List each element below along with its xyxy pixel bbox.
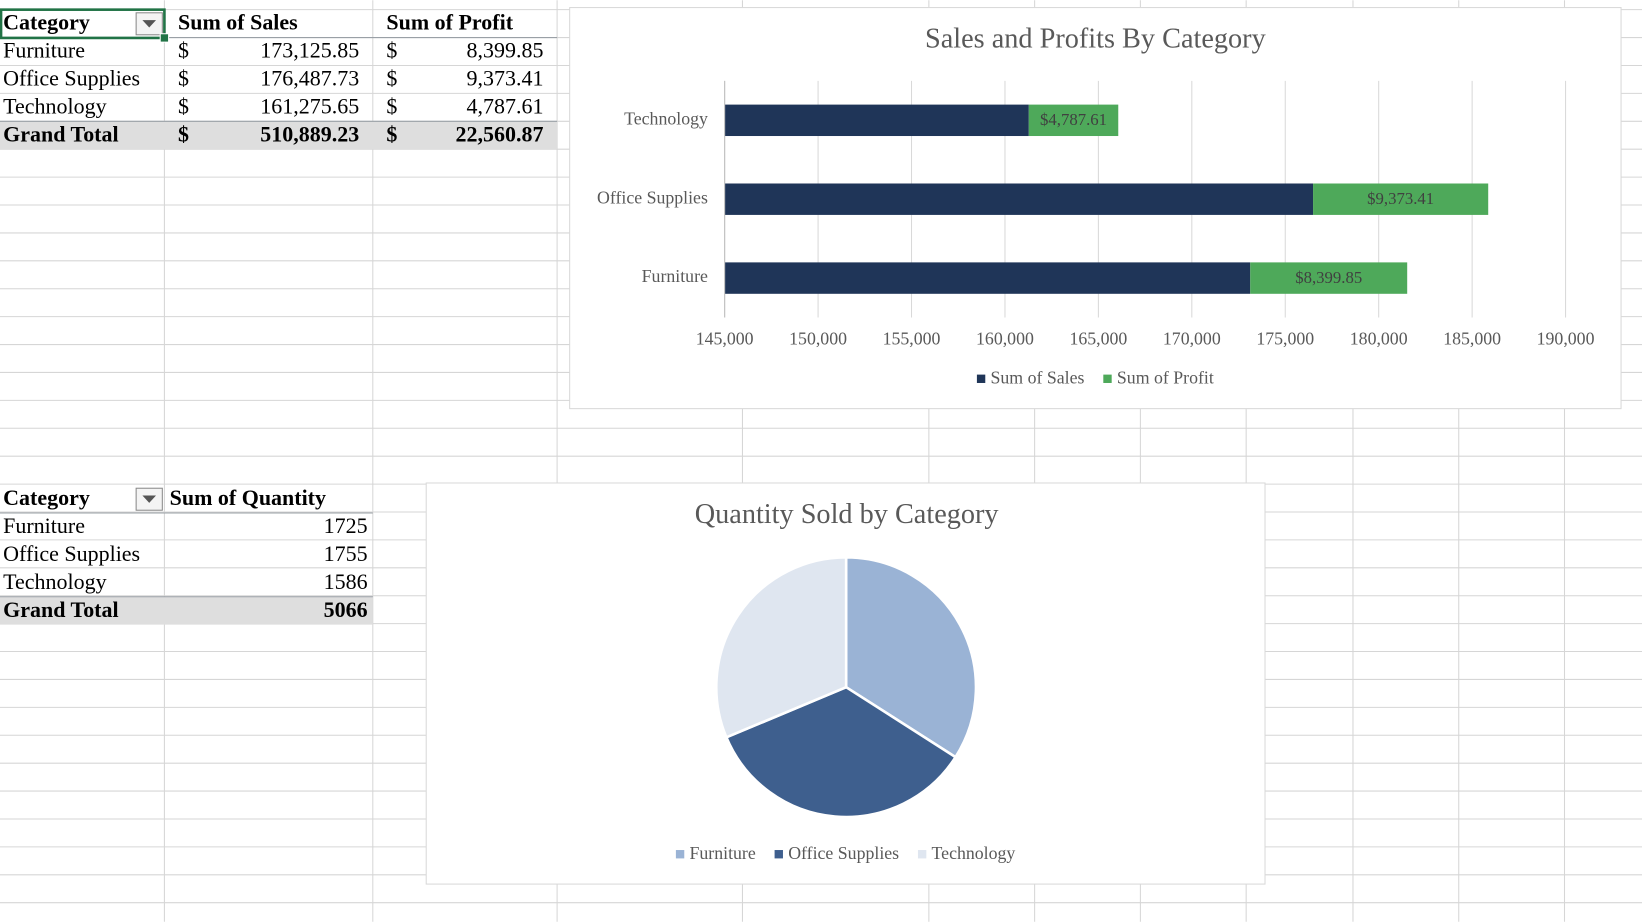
grand-total-row (0, 596, 373, 625)
bar-segment (724, 183, 1314, 215)
cell: $ (386, 66, 397, 91)
pie-slice (724, 685, 958, 819)
legend-label: Sum of Profit (1117, 367, 1214, 387)
cell: $ (386, 93, 397, 118)
cell: Office Supplies (3, 66, 140, 91)
grand-total-cell: 22,560.87 (456, 121, 544, 146)
cell: 173,125.85 (260, 38, 359, 63)
grand-total-cell: $ (178, 121, 189, 146)
cell: 9,373.41 (467, 66, 544, 91)
x-tick-label: 155,000 (883, 329, 941, 349)
cell: $ (386, 38, 397, 63)
legend-swatch (675, 850, 685, 859)
x-tick-label: 170,000 (1163, 329, 1221, 349)
x-tick-label: 190,000 (1537, 329, 1595, 349)
cell: 1586 (324, 569, 368, 594)
legend-swatch (976, 374, 986, 383)
chart-title: Sales and Profits By Category (925, 24, 1267, 55)
bar-segment (1028, 104, 1119, 137)
x-tick-label: 180,000 (1350, 329, 1408, 349)
chart-title: Quantity Sold by Category (695, 499, 1000, 530)
y-tick-label: Office Supplies (597, 187, 708, 207)
cell: Technology (3, 93, 106, 118)
fill-handle (159, 33, 170, 43)
x-tick-label: 175,000 (1256, 329, 1314, 349)
legend-label: Furniture (690, 843, 756, 863)
legend-swatch (917, 850, 927, 859)
bar-segment (1250, 262, 1408, 294)
cell-selection (0, 8, 166, 40)
cell: $ (178, 38, 189, 63)
column-header: Sum of Sales (178, 10, 298, 35)
filter-arrow (142, 20, 157, 28)
legend-label: Sum of Sales (991, 367, 1085, 387)
grand-total-cell: $ (386, 121, 397, 146)
x-tick-label: 160,000 (976, 329, 1034, 349)
column-header: Category (3, 485, 90, 510)
cell: Technology (3, 569, 106, 594)
cell: 1755 (324, 541, 368, 566)
cell: 4,787.61 (467, 93, 544, 118)
legend-swatch (1103, 374, 1112, 383)
bar-segment (724, 262, 1251, 294)
cell: Furniture (3, 513, 85, 538)
data-label: $9,373.41 (1367, 189, 1434, 208)
data-label: $4,787.61 (1040, 110, 1107, 129)
x-tick-label: 145,000 (696, 329, 754, 349)
x-tick-label: 165,000 (1069, 329, 1127, 349)
bar-segment (1313, 183, 1489, 215)
legend-swatch (774, 850, 783, 859)
y-tick-label: Technology (624, 108, 708, 128)
pie-slice (715, 556, 848, 740)
cell: Furniture (3, 38, 85, 63)
y-tick-label: Furniture (642, 266, 708, 286)
cell: 1725 (324, 513, 368, 538)
cell: $ (178, 93, 189, 118)
column-header: Sum of Quantity (170, 485, 326, 510)
cell: 161,275.65 (260, 93, 359, 118)
x-tick-label: 185,000 (1443, 329, 1501, 349)
cell: Office Supplies (3, 541, 140, 566)
cell: $ (178, 66, 189, 91)
legend-label: Technology (932, 843, 1016, 863)
x-tick-label: 150,000 (789, 329, 847, 349)
cell: 176,487.73 (260, 66, 359, 91)
column-header: Category (3, 10, 90, 35)
legend-label: Office Supplies (788, 843, 899, 863)
grand-total-cell: Grand Total (3, 597, 118, 622)
data-label: $8,399.85 (1295, 268, 1362, 287)
filter-arrow (142, 495, 157, 503)
grand-total-cell: 5066 (324, 597, 368, 622)
grand-total-row (0, 121, 558, 150)
column-header: Sum of Profit (386, 10, 513, 35)
cell: 8,399.85 (467, 38, 544, 63)
grand-total-cell: Grand Total (3, 121, 118, 146)
bar-segment (724, 104, 1029, 137)
grand-total-cell: 510,889.23 (260, 121, 359, 146)
